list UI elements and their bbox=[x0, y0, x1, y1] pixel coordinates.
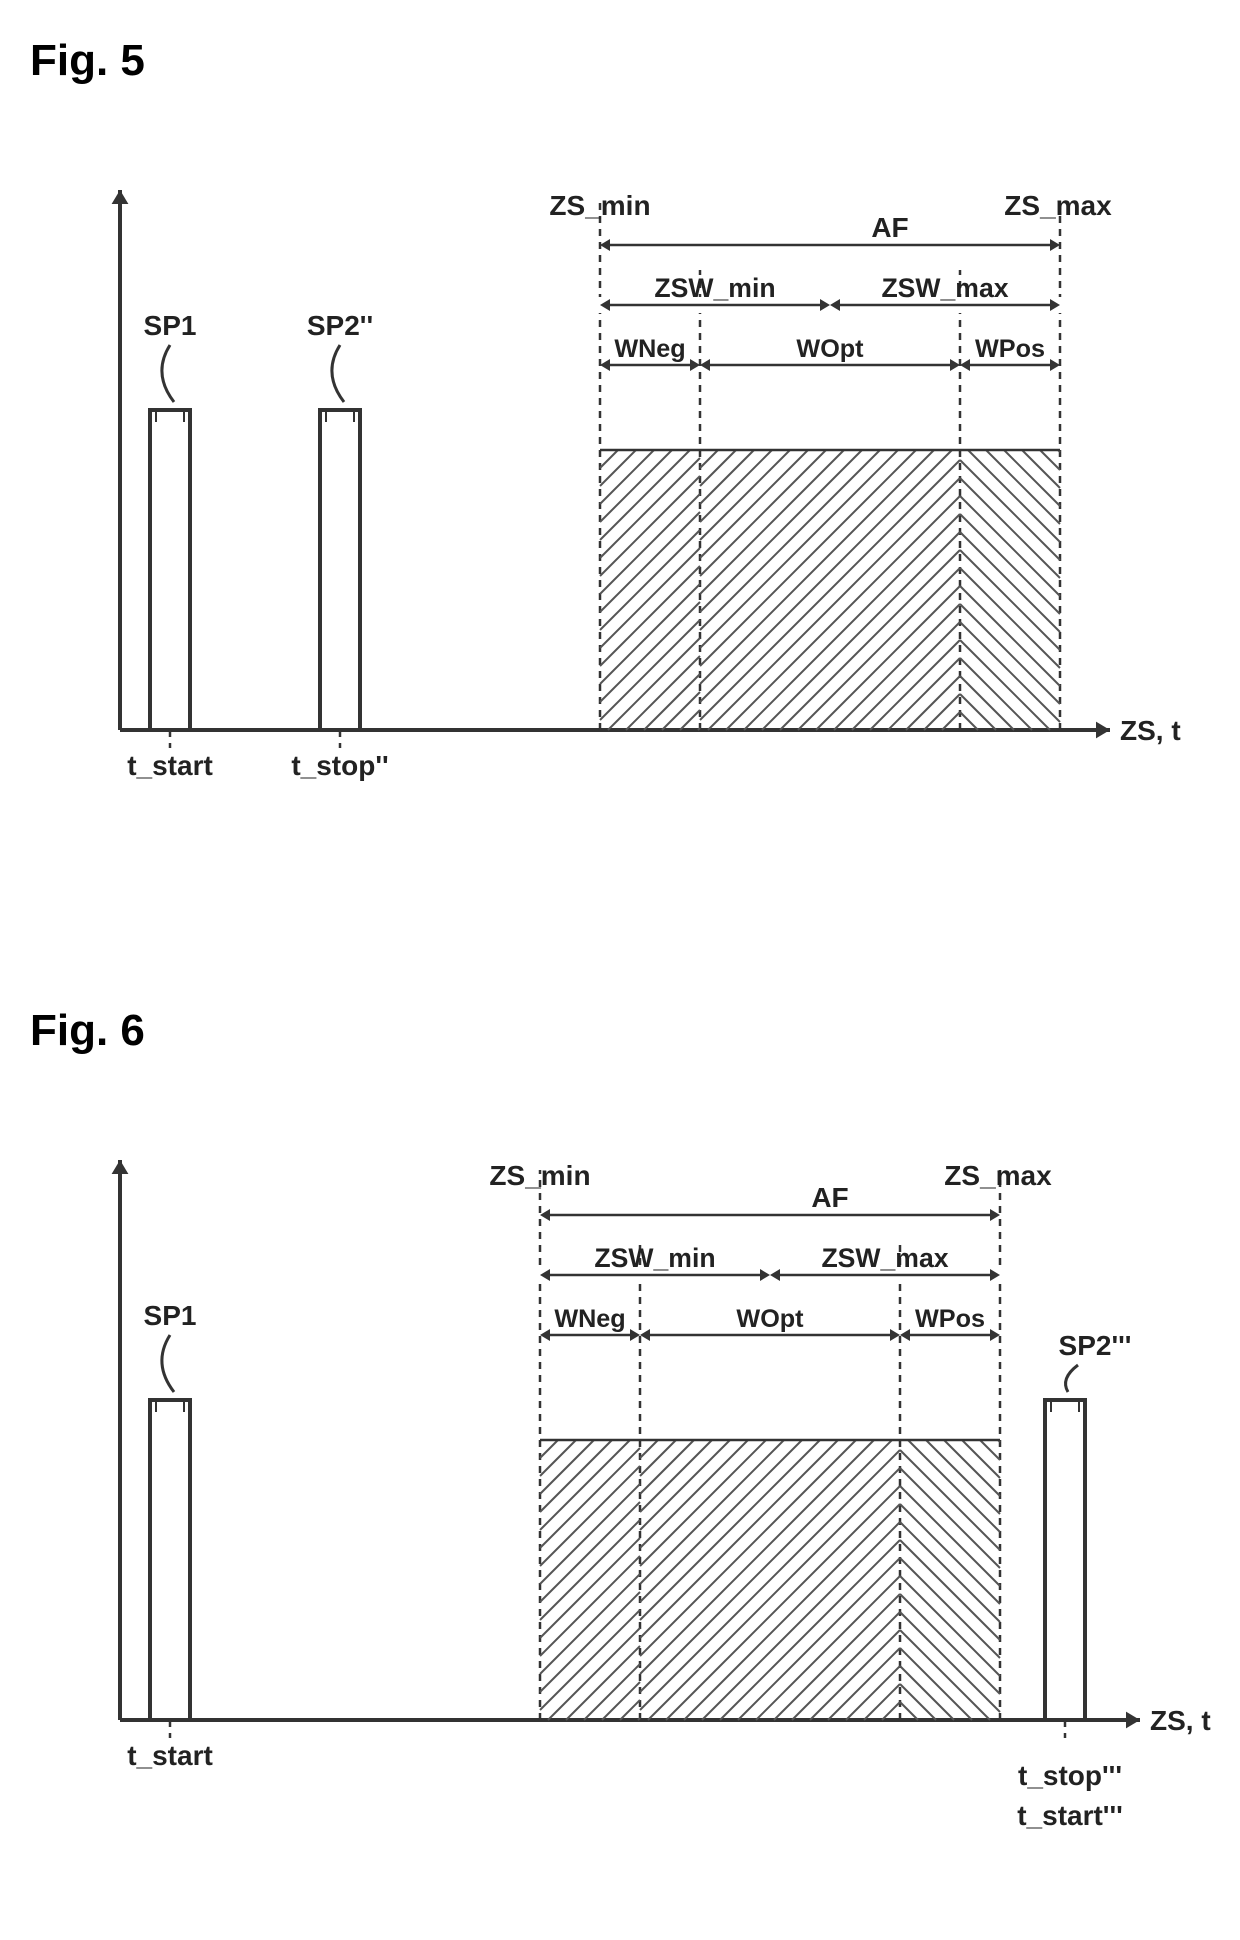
svg-text:WPos: WPos bbox=[975, 335, 1045, 363]
svg-text:ZS, t: ZS, t bbox=[1120, 715, 1181, 746]
svg-text:WOpt: WOpt bbox=[796, 335, 864, 363]
svg-text:SP2'': SP2'' bbox=[307, 310, 373, 341]
svg-text:SP1: SP1 bbox=[144, 1300, 197, 1331]
svg-text:ZS_min: ZS_min bbox=[489, 1160, 590, 1191]
fig5-svg: ZS, t ZS_min ZS_max AF ZSW_min ZSW_max WNeg WOp… bbox=[0, 110, 1240, 890]
fig5-title: Fig. 5 bbox=[30, 36, 145, 86]
svg-text:t_start: t_start bbox=[127, 750, 213, 781]
svg-text:ZS_max: ZS_max bbox=[944, 1160, 1052, 1191]
svg-text:WNeg: WNeg bbox=[614, 335, 685, 363]
svg-text:ZSW_min: ZSW_min bbox=[594, 1243, 715, 1273]
svg-text:SP2''': SP2''' bbox=[1059, 1330, 1132, 1361]
svg-text:AF: AF bbox=[811, 1182, 848, 1213]
page: Fig. 5 ZS, t ZS_min ZS_max AF ZSW_min ZSW_max… bbox=[0, 0, 1240, 1940]
svg-text:t_stop''': t_stop''' bbox=[1018, 1760, 1122, 1791]
fig6-svg: ZS, t ZS_min ZS_max AF ZSW_min ZSW_max WNeg WOp… bbox=[0, 1080, 1240, 1900]
svg-text:ZSW_min: ZSW_min bbox=[654, 273, 775, 303]
svg-text:ZS_max: ZS_max bbox=[1004, 190, 1112, 221]
svg-text:t_start''': t_start''' bbox=[1017, 1800, 1123, 1831]
svg-text:WOpt: WOpt bbox=[736, 1305, 804, 1333]
fig6-title: Fig. 6 bbox=[30, 1006, 145, 1056]
svg-text:SP1: SP1 bbox=[144, 310, 197, 341]
svg-text:WNeg: WNeg bbox=[554, 1305, 625, 1333]
svg-text:ZSW_max: ZSW_max bbox=[881, 273, 1008, 303]
svg-text:t_start: t_start bbox=[127, 1740, 213, 1771]
svg-text:t_stop'': t_stop'' bbox=[291, 750, 388, 781]
svg-text:ZS_min: ZS_min bbox=[549, 190, 650, 221]
svg-text:AF: AF bbox=[871, 212, 908, 243]
svg-text:ZS, t: ZS, t bbox=[1150, 1705, 1211, 1736]
svg-text:ZSW_max: ZSW_max bbox=[821, 1243, 948, 1273]
svg-text:WPos: WPos bbox=[915, 1305, 985, 1333]
